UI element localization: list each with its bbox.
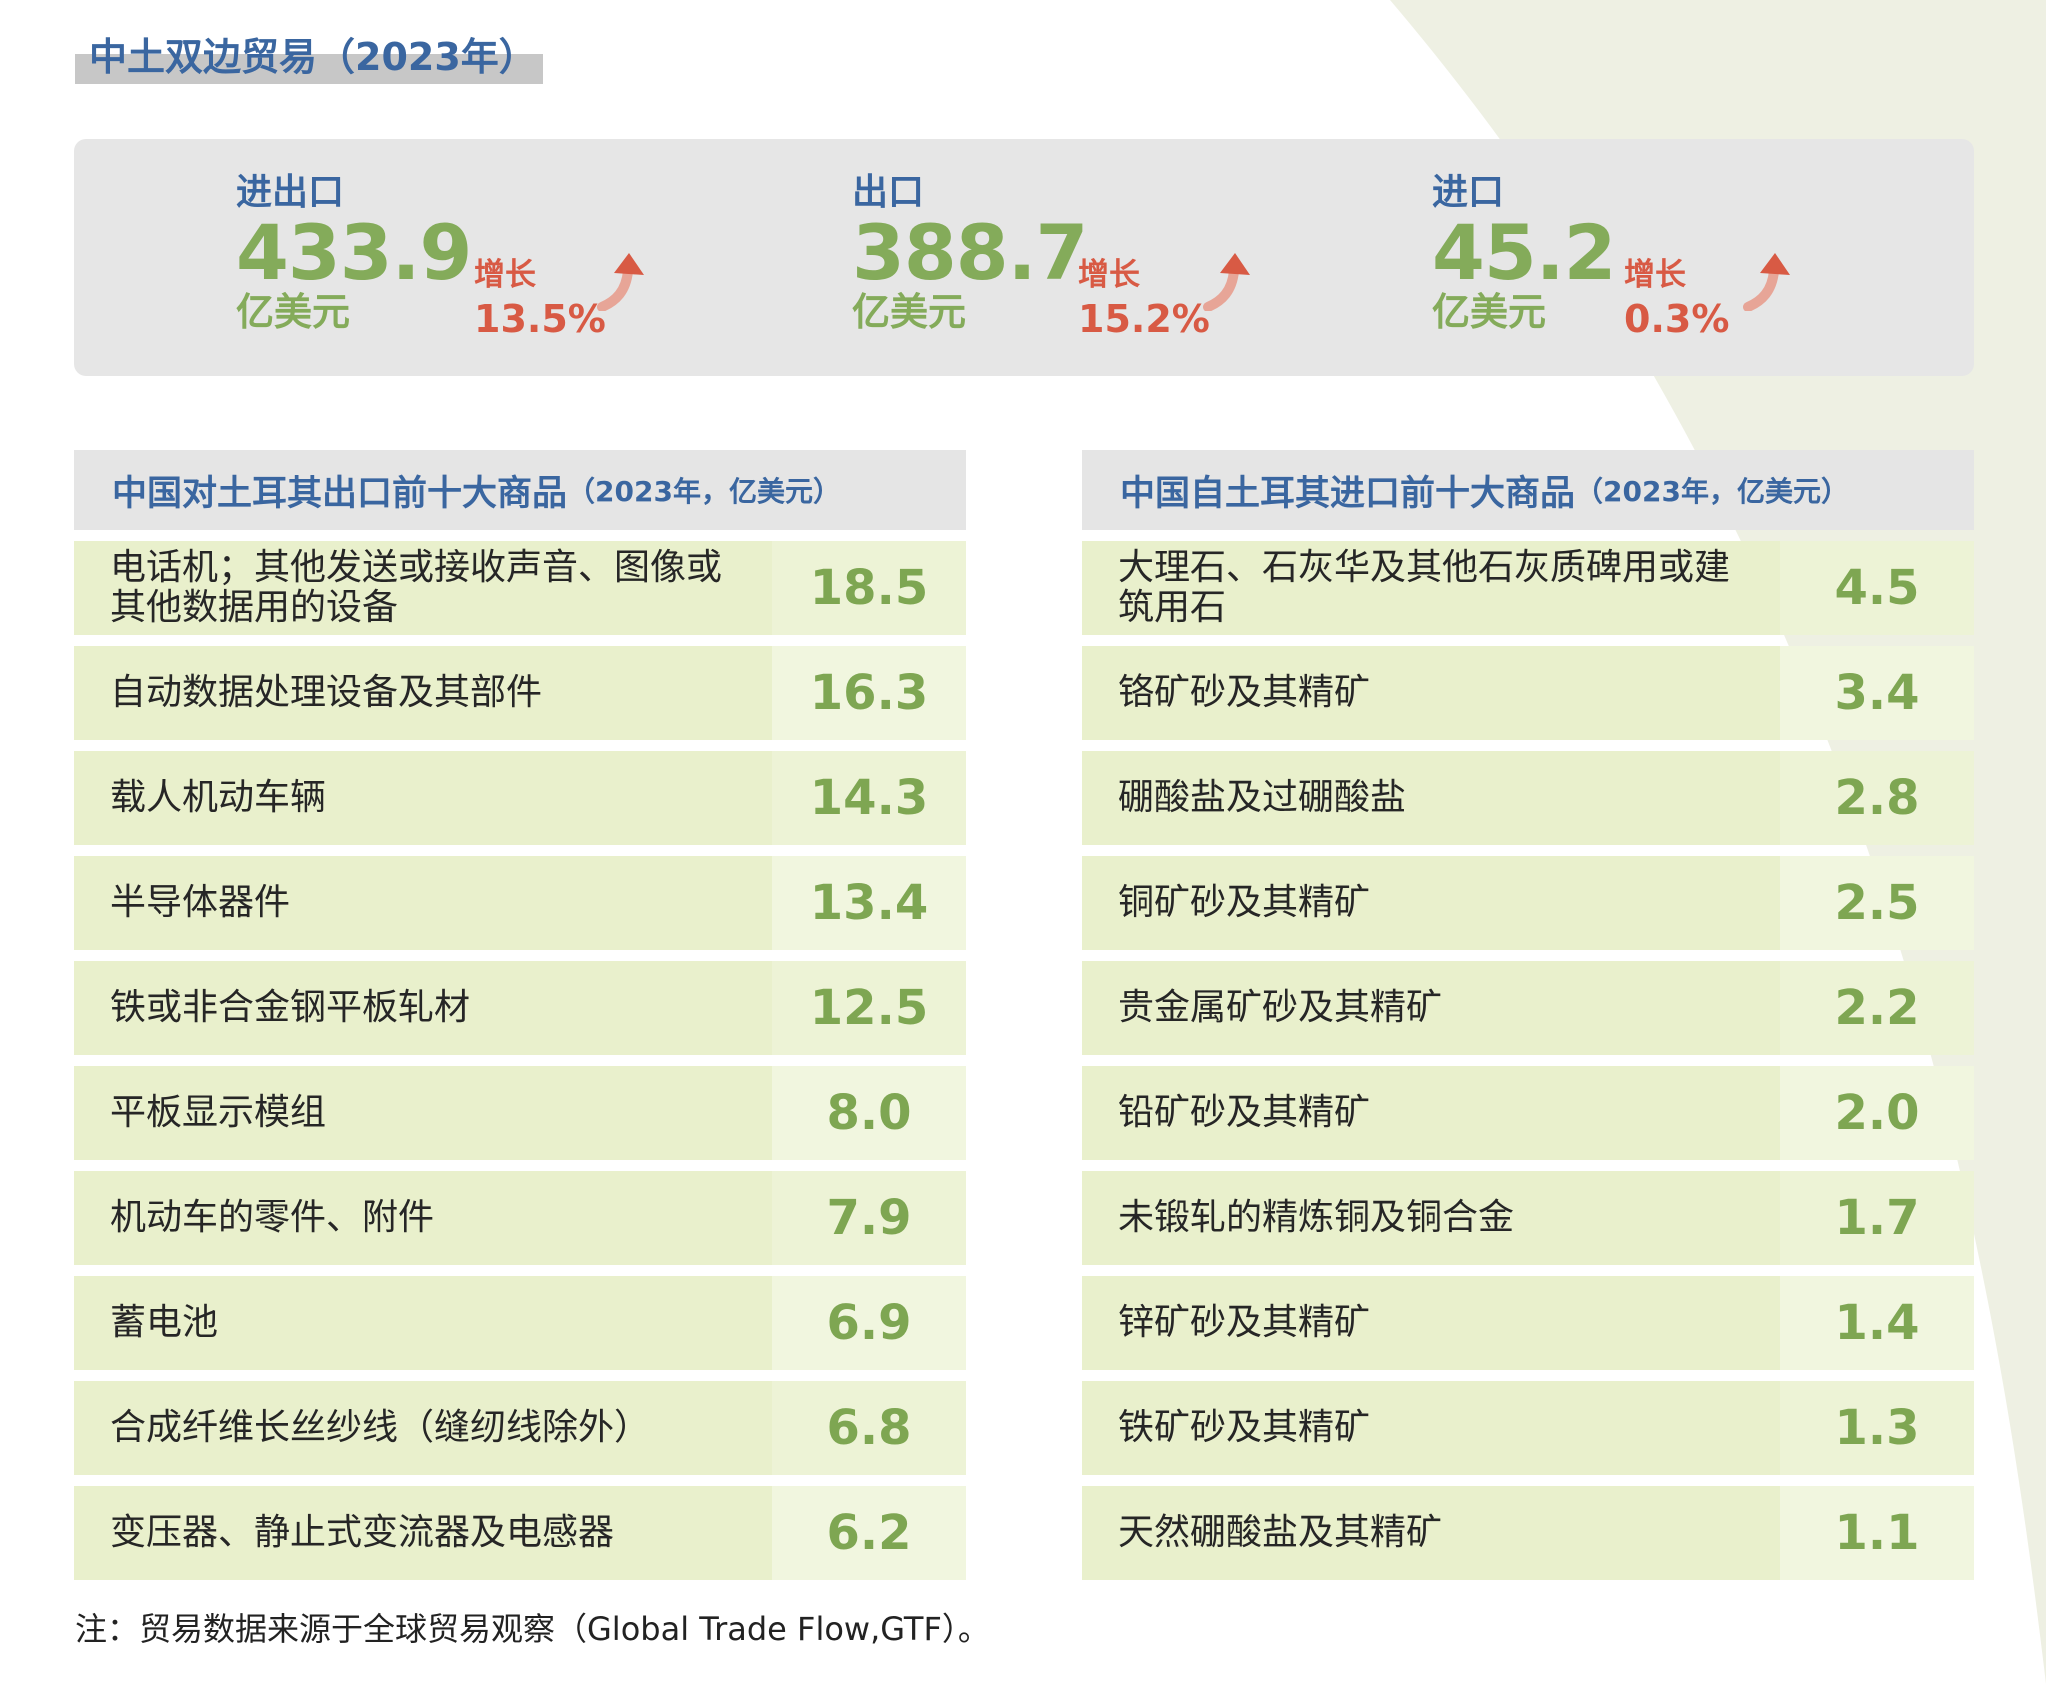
commodity-name: 铁矿砂及其精矿 xyxy=(1082,1381,1780,1475)
commodity-value: 18.5 xyxy=(772,541,966,635)
table-row: 蓄电池 6.9 xyxy=(74,1276,966,1370)
table-row: 自动数据处理设备及其部件 16.3 xyxy=(74,646,966,740)
summary-value: 433.9 xyxy=(236,208,472,297)
growth-total: 增长 13.5% xyxy=(474,255,606,343)
commodity-name: 铬矿砂及其精矿 xyxy=(1082,646,1780,740)
table-row: 载人机动车辆 14.3 xyxy=(74,751,966,845)
table-row: 锌矿砂及其精矿 1.4 xyxy=(1082,1276,1974,1370)
commodity-value: 13.4 xyxy=(772,856,966,950)
commodity-value: 14.3 xyxy=(772,751,966,845)
summary-label: 出口 xyxy=(852,172,925,213)
table-row: 机动车的零件、附件 7.9 xyxy=(74,1171,966,1265)
page-title-block: 中土双边贸易（2023年） xyxy=(75,32,543,84)
commodity-name: 大理石、石灰华及其他石灰质碑用或建筑用石 xyxy=(1082,541,1780,635)
commodity-value: 7.9 xyxy=(772,1171,966,1265)
growth-value: 15.2% xyxy=(1078,297,1210,341)
table-row: 贵金属矿砂及其精矿 2.2 xyxy=(1082,961,1974,1055)
page-title: 中土双边贸易（2023年） xyxy=(89,35,537,79)
commodity-name: 铁或非合金钢平板轧材 xyxy=(74,961,772,1055)
commodity-value: 6.2 xyxy=(772,1486,966,1580)
commodity-name: 机动车的零件、附件 xyxy=(74,1171,772,1265)
growth-import: 增长 0.3% xyxy=(1624,255,1729,343)
summary-unit: 亿美元 xyxy=(236,290,351,334)
commodity-value: 1.1 xyxy=(1780,1486,1974,1580)
commodity-name: 贵金属矿砂及其精矿 xyxy=(1082,961,1780,1055)
table-row: 铬矿砂及其精矿 3.4 xyxy=(1082,646,1974,740)
table-row: 电话机；其他发送或接收声音、图像或其他数据用的设备 18.5 xyxy=(74,541,966,635)
commodity-name: 自动数据处理设备及其部件 xyxy=(74,646,772,740)
table-subtitle: （2023年，亿美元） xyxy=(1575,475,1849,508)
table-row: 铅矿砂及其精矿 2.0 xyxy=(1082,1066,1974,1160)
commodity-value: 1.4 xyxy=(1780,1276,1974,1370)
summary-value: 45.2 xyxy=(1432,208,1617,297)
export-top10-table: 中国对土耳其出口前十大商品 （2023年，亿美元） 电话机；其他发送或接收声音、图… xyxy=(74,450,966,1580)
table-row: 铁矿砂及其精矿 1.3 xyxy=(1082,1381,1974,1475)
table-row: 铁或非合金钢平板轧材 12.5 xyxy=(74,961,966,1055)
commodity-name: 铜矿砂及其精矿 xyxy=(1082,856,1780,950)
commodity-name: 未锻轧的精炼铜及铜合金 xyxy=(1082,1171,1780,1265)
title-underline-band xyxy=(75,54,543,84)
table-subtitle: （2023年，亿美元） xyxy=(567,475,841,508)
commodity-name: 变压器、静止式变流器及电感器 xyxy=(74,1486,772,1580)
growth-export: 增长 15.2% xyxy=(1078,255,1210,343)
commodity-name: 锌矿砂及其精矿 xyxy=(1082,1276,1780,1370)
table-row: 硼酸盐及过硼酸盐 2.8 xyxy=(1082,751,1974,845)
commodity-value: 4.5 xyxy=(1780,541,1974,635)
commodity-value: 2.5 xyxy=(1780,856,1974,950)
trade-summary-panel: 进出口 433.9 亿美元 增长 13.5% 出口 388.7 亿美元 增长 1… xyxy=(74,139,1974,376)
summary-label: 进出口 xyxy=(236,172,345,213)
commodity-name: 合成纤维长丝纱线（缝纫线除外） xyxy=(74,1381,772,1475)
commodity-value: 6.9 xyxy=(772,1276,966,1370)
commodity-name: 电话机；其他发送或接收声音、图像或其他数据用的设备 xyxy=(74,541,772,635)
table-row: 变压器、静止式变流器及电感器 6.2 xyxy=(74,1486,966,1580)
table-row: 大理石、石灰华及其他石灰质碑用或建筑用石 4.5 xyxy=(1082,541,1974,635)
growth-value: 0.3% xyxy=(1624,297,1730,341)
commodity-value: 2.0 xyxy=(1780,1066,1974,1160)
commodity-value: 2.2 xyxy=(1780,961,1974,1055)
commodity-value: 1.7 xyxy=(1780,1171,1974,1265)
table-title: 中国对土耳其出口前十大商品 xyxy=(112,473,568,514)
growth-arrow-icon xyxy=(1743,253,1790,311)
import-top10-table: 中国自土耳其进口前十大商品 （2023年，亿美元） 大理石、石灰华及其他石灰质碑用… xyxy=(1082,450,1974,1580)
table-header: 中国自土耳其进口前十大商品 （2023年，亿美元） xyxy=(1082,450,1974,530)
summary-import: 进口 45.2 亿美元 xyxy=(1432,171,1617,334)
commodity-value: 6.8 xyxy=(772,1381,966,1475)
commodity-name: 蓄电池 xyxy=(74,1276,772,1370)
growth-arrow-icon xyxy=(1203,253,1250,311)
commodity-name: 半导体器件 xyxy=(74,856,772,950)
table-row: 未锻轧的精炼铜及铜合金 1.7 xyxy=(1082,1171,1974,1265)
summary-export: 出口 388.7 亿美元 xyxy=(852,171,1088,334)
table-row: 半导体器件 13.4 xyxy=(74,856,966,950)
growth-label: 增长 xyxy=(1078,257,1140,293)
summary-value: 388.7 xyxy=(852,208,1088,297)
growth-label: 增长 xyxy=(474,257,536,293)
commodity-value: 8.0 xyxy=(772,1066,966,1160)
commodity-value: 2.8 xyxy=(1780,751,1974,845)
summary-total: 进出口 433.9 亿美元 xyxy=(236,171,472,334)
summary-unit: 亿美元 xyxy=(1432,290,1547,334)
table-row: 合成纤维长丝纱线（缝纫线除外） 6.8 xyxy=(74,1381,966,1475)
table-row: 铜矿砂及其精矿 2.5 xyxy=(1082,856,1974,950)
table-title: 中国自土耳其进口前十大商品 xyxy=(1120,473,1576,514)
growth-arrow-icon xyxy=(597,253,644,311)
source-note: 注：贸易数据来源于全球贸易观察（Global Trade Flow,GTF）。 xyxy=(75,1610,990,1648)
summary-label: 进口 xyxy=(1432,172,1505,213)
commodity-value: 1.3 xyxy=(1780,1381,1974,1475)
table-row: 天然硼酸盐及其精矿 1.1 xyxy=(1082,1486,1974,1580)
commodity-name: 载人机动车辆 xyxy=(74,751,772,845)
commodity-value: 3.4 xyxy=(1780,646,1974,740)
commodity-name: 硼酸盐及过硼酸盐 xyxy=(1082,751,1780,845)
commodity-name: 铅矿砂及其精矿 xyxy=(1082,1066,1780,1160)
growth-label: 增长 xyxy=(1624,257,1686,293)
growth-value: 13.5% xyxy=(474,297,606,341)
commodity-name: 平板显示模组 xyxy=(74,1066,772,1160)
commodity-name: 天然硼酸盐及其精矿 xyxy=(1082,1486,1780,1580)
table-header: 中国对土耳其出口前十大商品 （2023年，亿美元） xyxy=(74,450,966,530)
commodity-value: 16.3 xyxy=(772,646,966,740)
summary-unit: 亿美元 xyxy=(852,290,967,334)
table-row: 平板显示模组 8.0 xyxy=(74,1066,966,1160)
commodity-value: 12.5 xyxy=(772,961,966,1055)
